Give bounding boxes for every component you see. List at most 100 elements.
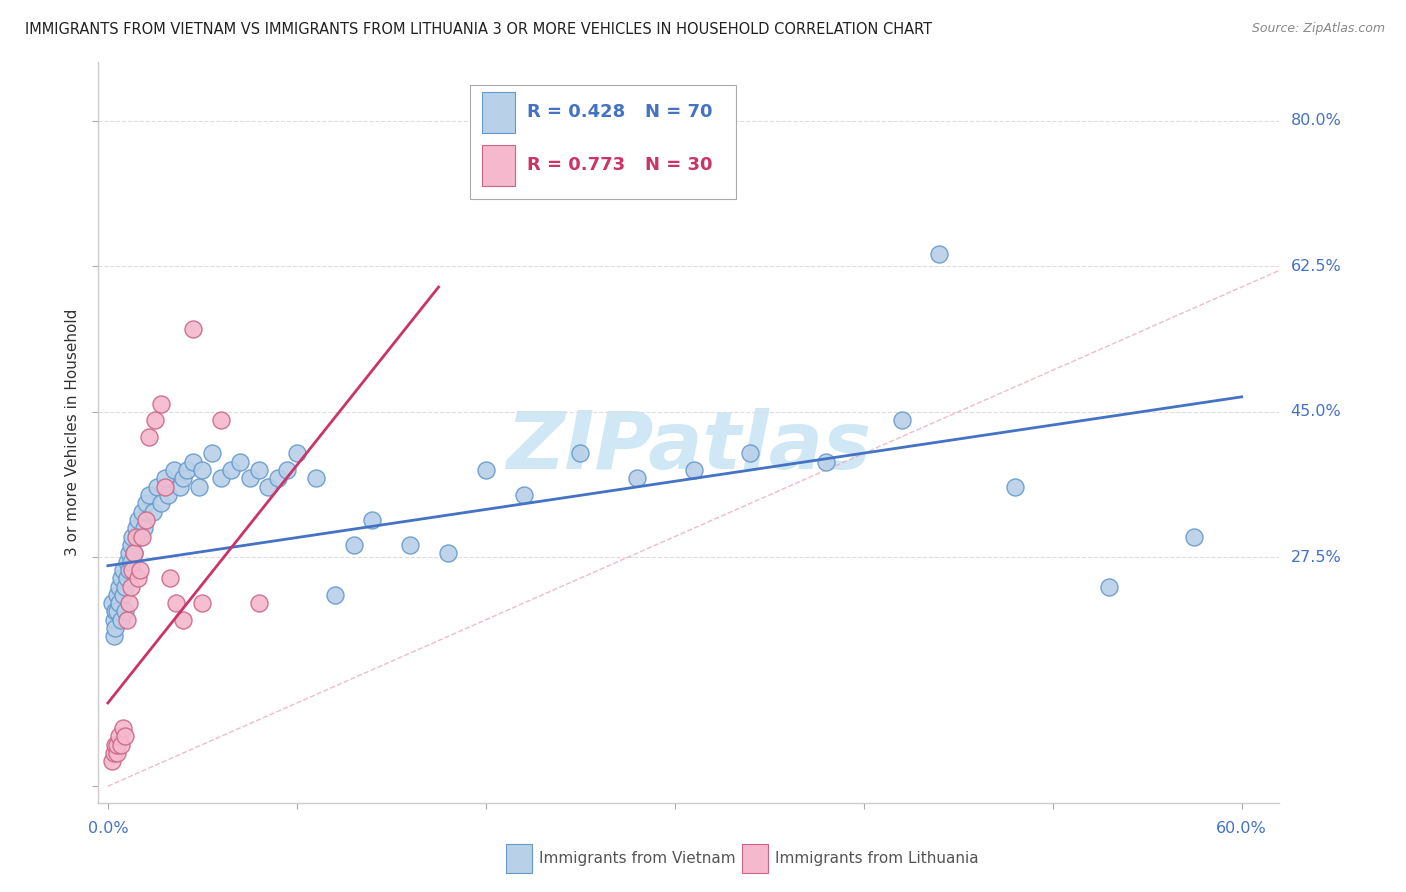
Point [149, 496, 172, 510]
Point [103, 613, 125, 627]
Point [108, 729, 131, 743]
Point [191, 463, 214, 477]
Point [682, 463, 704, 477]
Point [569, 446, 592, 460]
Point [115, 571, 138, 585]
Point [114, 605, 136, 619]
Point [323, 588, 346, 602]
Point [115, 613, 138, 627]
Point [814, 455, 837, 469]
Point [108, 580, 131, 594]
Point [209, 471, 232, 485]
Point [305, 471, 328, 485]
Point [626, 471, 648, 485]
Point [120, 555, 142, 569]
Text: Immigrants from Vietnam: Immigrants from Vietnam [538, 851, 735, 866]
Point [165, 596, 187, 610]
Text: 45.0%: 45.0% [1291, 404, 1341, 419]
Point [103, 629, 125, 643]
Point [110, 613, 132, 627]
Point [146, 480, 169, 494]
Text: 60.0%: 60.0% [1216, 822, 1267, 837]
Point [118, 596, 141, 610]
Point [135, 513, 157, 527]
Point [115, 555, 138, 569]
Point [285, 446, 308, 460]
Point [157, 488, 180, 502]
Point [131, 505, 153, 519]
Point [1004, 480, 1026, 494]
Point [143, 413, 166, 427]
Point [118, 563, 141, 577]
Point [239, 471, 262, 485]
Point [342, 538, 364, 552]
Point [105, 738, 128, 752]
Bar [506, 844, 531, 873]
Text: 27.5%: 27.5% [1291, 549, 1341, 565]
Point [110, 738, 132, 752]
Point [247, 463, 270, 477]
Point [104, 738, 127, 752]
Point [108, 596, 131, 610]
Point [127, 571, 149, 585]
Text: IMMIGRANTS FROM VIETNAM VS IMMIGRANTS FROM LITHUANIA 3 OR MORE VEHICLES IN HOUSE: IMMIGRANTS FROM VIETNAM VS IMMIGRANTS FR… [25, 22, 932, 37]
Point [111, 721, 134, 735]
Point [399, 538, 422, 552]
Text: Immigrants from Lithuania: Immigrants from Lithuania [775, 851, 979, 866]
Point [169, 480, 191, 494]
Point [1184, 530, 1206, 544]
Bar [742, 844, 768, 873]
Point [132, 521, 155, 535]
Point [129, 563, 152, 577]
Point [267, 471, 290, 485]
Point [105, 588, 128, 602]
Text: R = 0.773: R = 0.773 [527, 156, 626, 174]
Point [120, 538, 142, 552]
Bar [482, 145, 516, 186]
Point [125, 530, 148, 544]
Y-axis label: 3 or more Vehicles in Household: 3 or more Vehicles in Household [65, 309, 80, 557]
Point [105, 746, 128, 760]
Point [105, 605, 128, 619]
Point [229, 455, 252, 469]
Point [928, 246, 950, 260]
Point [104, 621, 127, 635]
Point [121, 530, 143, 544]
Point [181, 321, 204, 335]
Point [118, 546, 141, 560]
Point [114, 580, 136, 594]
Text: 0.0%: 0.0% [87, 822, 128, 837]
Point [159, 571, 181, 585]
Point [172, 471, 194, 485]
Point [125, 521, 148, 535]
Point [124, 546, 146, 560]
Point [276, 463, 298, 477]
Point [131, 530, 153, 544]
Point [114, 729, 136, 743]
Point [163, 463, 186, 477]
Text: 62.5%: 62.5% [1291, 259, 1341, 274]
Point [121, 563, 143, 577]
Point [153, 480, 176, 494]
Point [120, 580, 142, 594]
Text: ZIPatlas: ZIPatlas [506, 409, 872, 486]
Point [138, 488, 160, 502]
Point [201, 446, 224, 460]
Point [100, 754, 122, 768]
Point [219, 463, 242, 477]
Point [100, 596, 122, 610]
Point [1098, 580, 1121, 594]
Text: N = 30: N = 30 [645, 156, 713, 174]
Point [475, 463, 498, 477]
Point [181, 455, 204, 469]
Point [110, 571, 132, 585]
Point [176, 463, 198, 477]
Point [129, 530, 152, 544]
Point [142, 505, 165, 519]
Point [361, 513, 384, 527]
Point [172, 613, 194, 627]
Point [257, 480, 280, 494]
Point [209, 413, 232, 427]
Point [149, 396, 172, 410]
Point [437, 546, 460, 560]
